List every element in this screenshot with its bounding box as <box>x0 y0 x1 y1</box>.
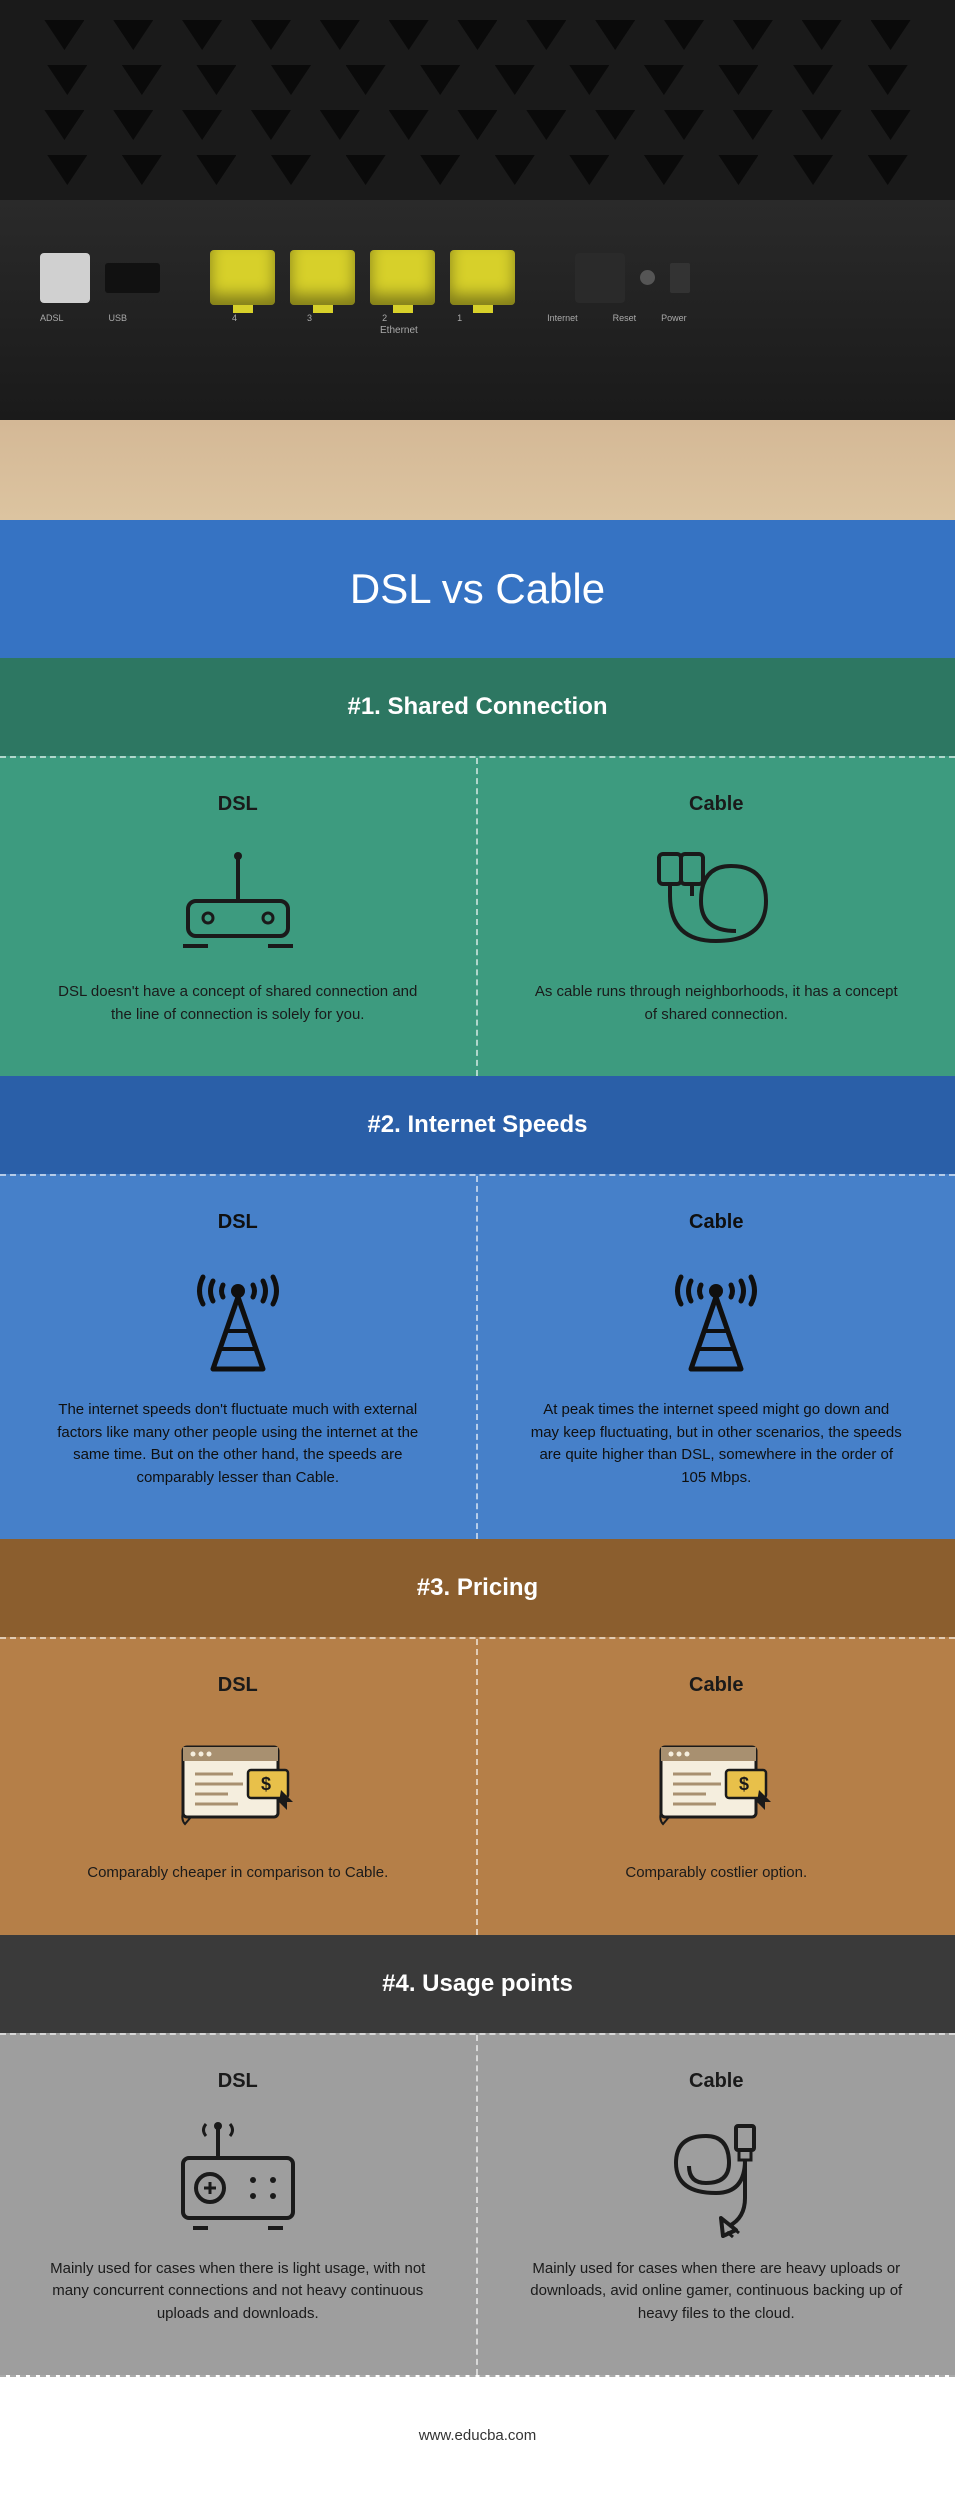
pricing-icon: $ <box>173 1732 303 1832</box>
port-label: ADSL <box>40 313 64 323</box>
ethernet-label: Ethernet <box>380 325 915 336</box>
col-text: The internet speeds don't fluctuate much… <box>50 1399 426 1489</box>
main-title: DSL vs Cable <box>0 520 955 658</box>
col-text: Comparably costlier option. <box>528 1862 906 1885</box>
col-title: DSL <box>50 1674 426 1697</box>
col-title: DSL <box>50 2070 426 2093</box>
svg-text:$: $ <box>739 1774 749 1794</box>
section-header: #3. Pricing <box>0 1539 955 1637</box>
col-text: At peak times the internet speed might g… <box>528 1399 906 1489</box>
tower-icon-wrap <box>50 1259 426 1379</box>
comparison-col-right: Cable Mainly used for cases when there a… <box>478 2035 955 2376</box>
port-label: Reset <box>613 313 637 323</box>
pricing-icon: $ <box>651 1732 781 1832</box>
port-label: USB <box>109 313 128 323</box>
tower-icon-wrap <box>528 1259 906 1379</box>
signal-tower-icon <box>178 1259 298 1379</box>
section-header: #2. Internet Speeds <box>0 1076 955 1174</box>
svg-text:$: $ <box>261 1774 271 1794</box>
comparison-col-left: DSL $ Comparably cheaper in comparison t… <box>0 1639 478 1935</box>
comparison-col-left: DSL DSL doesn't have a concept of shared… <box>0 758 478 1076</box>
port-label: 1 <box>457 313 462 323</box>
comparison-col-left: DSL Mainly used for cases when there is … <box>0 2035 478 2376</box>
footer-url: www.educba.com <box>0 2375 955 2494</box>
col-title: Cable <box>528 2070 906 2093</box>
col-title: Cable <box>528 793 906 816</box>
comparison-col-right: Cable As cable runs through neighborhood… <box>478 758 955 1076</box>
comparison-row: DSL $ Comparably cheaper in comparison t… <box>0 1637 955 1935</box>
pricing-icon-wrap: $ <box>50 1722 426 1842</box>
col-title: DSL <box>50 1211 426 1234</box>
comparison-col-right: Cable At peak times the internet speed m… <box>478 1176 955 1539</box>
section-header: #4. Usage points <box>0 1935 955 2033</box>
col-text: As cable runs through neighborhoods, it … <box>528 981 906 1026</box>
hero-image: ADSL USB 4 3 2 1 Internet Reset Power Et… <box>0 0 955 520</box>
comparison-col-left: DSL The internet speeds don't fluctuate … <box>0 1176 478 1539</box>
section-header: #1. Shared Connection <box>0 658 955 756</box>
dsl-modem-icon <box>173 846 303 956</box>
comparison-row: DSL Mainly used for cases when there is … <box>0 2033 955 2376</box>
port-label: 2 <box>382 313 387 323</box>
col-title: Cable <box>528 1674 906 1697</box>
router-usage-icon <box>168 2118 308 2238</box>
col-title: DSL <box>50 793 426 816</box>
dsl-modem-icon-wrap <box>50 841 426 961</box>
col-title: Cable <box>528 1211 906 1234</box>
port-label: 3 <box>307 313 312 323</box>
port-label: Internet <box>547 313 578 323</box>
infographic-container: ADSL USB 4 3 2 1 Internet Reset Power Et… <box>0 0 955 2494</box>
col-text: DSL doesn't have a concept of shared con… <box>50 981 426 1026</box>
comparison-col-right: Cable $ Comparably costlier option. <box>478 1639 955 1935</box>
comparison-row: DSL The internet speeds don't fluctuate … <box>0 1174 955 1539</box>
signal-tower-icon <box>656 1259 776 1379</box>
port-label: Power <box>661 313 687 323</box>
pricing-icon-wrap: $ <box>528 1722 906 1842</box>
port-label: 4 <box>232 313 237 323</box>
col-text: Mainly used for cases when there is ligh… <box>50 2258 426 2326</box>
plug-cable-icon-wrap <box>528 2118 906 2238</box>
col-text: Comparably cheaper in comparison to Cabl… <box>50 1862 426 1885</box>
comparison-row: DSL DSL doesn't have a concept of shared… <box>0 756 955 1076</box>
cable-coil-icon <box>651 846 781 956</box>
plug-cable-icon <box>651 2118 781 2238</box>
cable-coil-icon-wrap <box>528 841 906 961</box>
router-usage-icon-wrap <box>50 2118 426 2238</box>
col-text: Mainly used for cases when there are hea… <box>528 2258 906 2326</box>
